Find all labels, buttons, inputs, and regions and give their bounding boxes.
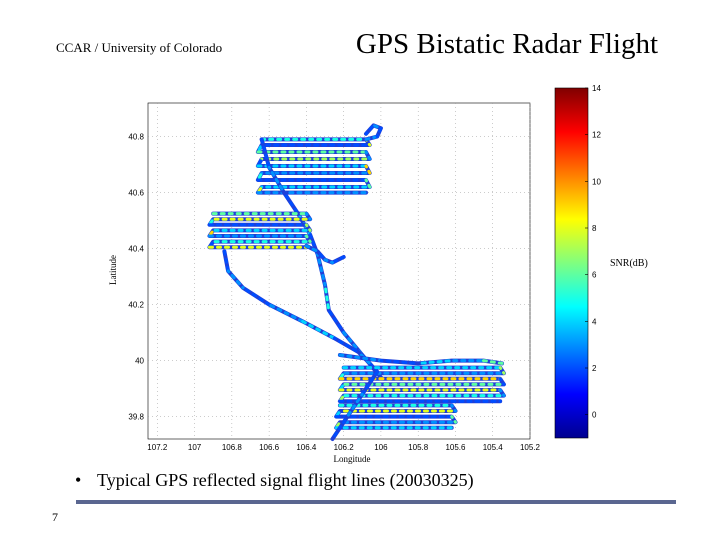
snr-segment: [330, 255, 346, 265]
snr-segment: [498, 388, 506, 398]
snr-segment: [416, 359, 454, 365]
colorbar: [554, 87, 589, 439]
snr-segment: [338, 353, 383, 363]
snr-segment: [360, 370, 379, 396]
x-tick-label: 105.6: [445, 443, 466, 452]
snr-segment: [241, 286, 271, 307]
snr-segment: [304, 234, 312, 244]
x-tick-label: 107: [188, 443, 202, 452]
snr-segment: [371, 123, 383, 130]
y-tick-label: 40.4: [128, 245, 144, 254]
snr-segment: [267, 165, 286, 195]
organization-label: CCAR / University of Colorado: [56, 40, 223, 55]
snr-segment: [332, 336, 361, 354]
y-axis-label: Latitude: [108, 255, 118, 285]
snr-segment: [345, 392, 364, 419]
snr-segment: [364, 123, 375, 136]
snr-segment: [481, 359, 504, 365]
snr-segment: [327, 308, 346, 335]
colorbar-tick-label: 6: [592, 271, 597, 280]
footer-divider: [76, 500, 676, 504]
page-number: 7: [52, 510, 58, 524]
snr-segment: [256, 171, 264, 182]
snr-segment: [304, 223, 312, 232]
colorbar-tick-label: 0: [592, 411, 597, 420]
snr-segment: [364, 150, 372, 161]
snr-segment: [323, 258, 334, 265]
snr-segment: [364, 178, 372, 189]
snr-segment: [256, 143, 264, 154]
snr-segment: [364, 135, 379, 141]
x-tick-label: 106.4: [296, 443, 317, 452]
grid-lines: [148, 103, 531, 439]
colorbar-tick-label: 2: [592, 364, 597, 373]
y-tick-label: 40.2: [128, 301, 144, 310]
y-tick-label: 40.6: [128, 189, 144, 198]
y-tick-label: 40: [135, 357, 144, 366]
colorbar-tick-labels: 0 2 4 6 8 10 12 14: [585, 84, 601, 420]
colorbar-tick-label: 10: [592, 177, 601, 186]
x-tick-label: 106: [374, 443, 388, 452]
snr-segment: [330, 415, 349, 441]
flight-tracks: [207, 123, 506, 441]
snr-segment: [260, 137, 271, 169]
snr-segment: [267, 303, 305, 323]
snr-segment: [304, 212, 312, 221]
snr-segment: [450, 415, 457, 424]
snr-segment: [222, 249, 230, 273]
snr-segment: [323, 283, 331, 312]
y-tick-label: 40.8: [128, 133, 144, 142]
x-tick-label: 105.4: [483, 443, 504, 452]
slide-title: GPS Bistatic Radar Flight: [355, 28, 658, 60]
snr-segment: [498, 366, 506, 375]
bullet-icon: •: [75, 470, 82, 490]
x-tick-label: 105.2: [520, 443, 541, 452]
snr-segment: [316, 252, 327, 287]
snr-segment: [379, 359, 420, 365]
colorbar-tick-label: 8: [592, 224, 597, 233]
snr-segment: [364, 164, 372, 175]
snr-segment: [375, 126, 383, 139]
snr-segment: [301, 319, 336, 340]
colorbar-tick-label: 4: [592, 317, 597, 326]
x-tick-label: 105.8: [408, 443, 429, 452]
colorbar-label: SNR(dB): [610, 258, 648, 269]
snr-segment: [450, 403, 457, 413]
snr-segment: [282, 191, 301, 217]
x-tick-label: 107.2: [147, 443, 168, 452]
snr-segment: [304, 244, 320, 253]
x-tick-labels: 107.2 107 106.8 106.6 106.4 106.2 106 105.8 105.…: [147, 443, 540, 452]
snr-segment: [316, 249, 327, 262]
caption: • Typical GPS reflected signal flight lin…: [75, 470, 474, 491]
colorbar-tick-label: 14: [592, 84, 601, 93]
flight-track: [255, 137, 372, 195]
snr-segment: [256, 157, 264, 168]
colorbar-tick-label: 12: [592, 131, 601, 140]
caption-text: Typical GPS reflected signal flight line…: [97, 470, 474, 490]
x-tick-label: 106.2: [334, 443, 355, 452]
y-tick-labels: 39.8 40 40.2 40.4 40.6 40.8: [128, 133, 144, 422]
x-tick-label: 106.8: [222, 443, 243, 452]
snr-segment: [498, 377, 506, 386]
x-tick-label: 106.6: [259, 443, 280, 452]
snr-figure: 107.2 107 106.8 106.6 106.4 106.2 106 105.8 105.…: [108, 84, 648, 464]
x-axis-label: Longitude: [334, 454, 371, 464]
y-tick-label: 39.8: [128, 413, 144, 422]
